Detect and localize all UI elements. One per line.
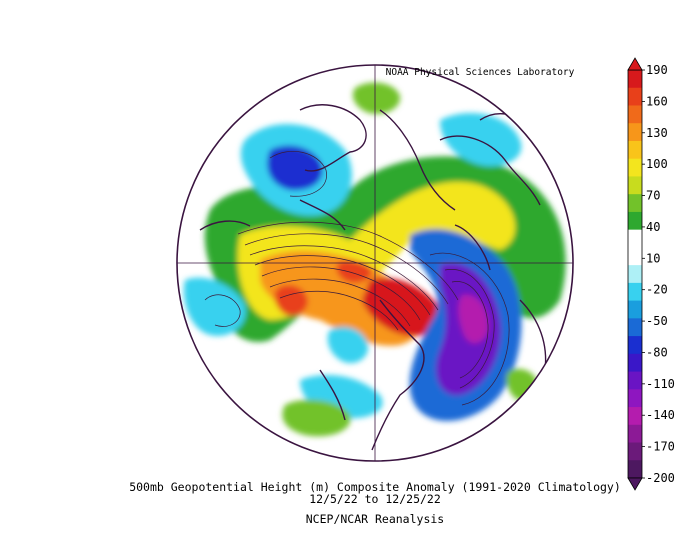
colorbar-segment [628,158,642,177]
anomaly-negative-upper-right [440,112,522,167]
colorbar-segment [628,70,642,89]
colorbar-tick-label: 10 [646,251,660,265]
colorbar-tick-label: -140 [646,408,675,422]
anomaly-fields [177,65,573,461]
height-contours [204,150,510,406]
colorbar-segment [628,194,642,213]
anomaly-negative-southcentral [327,326,369,364]
anomaly-negative-center [458,294,489,344]
date-range: 12/5/22 to 12/25/22 [309,492,441,506]
colorbar-arrow-top [627,57,643,71]
polar-map [176,64,574,462]
colorbar-segment [628,247,642,266]
anomaly-red-core-arctic [336,260,372,283]
colorbar-segment [628,229,642,248]
colorbar-tick-label: -200 [646,471,675,485]
coastlines [199,104,547,451]
colorbar-tick-label: 190 [646,63,668,77]
colorbar-segment [628,140,642,160]
colorbar-segment [628,87,642,106]
colorbar-segment [628,371,642,390]
colorbar-tick-label: -110 [646,377,675,391]
colorbar-segment [628,105,642,124]
colorbar-segment [628,442,642,461]
colorbar-segment [628,336,642,355]
colorbar-tick-label: 100 [646,157,668,171]
map-border [176,64,574,462]
colorbar-arrow-bottom [627,477,643,491]
credit-label: NOAA Physical Sciences Laboratory [386,67,575,78]
colorbar-segment [628,211,642,231]
colorbar-tick-label: -20 [646,283,668,297]
colorbar-tick-label: 160 [646,94,668,108]
colorbar-segment [628,460,642,479]
anomaly-negative-southwest [183,277,246,336]
colorbar-segment [628,300,642,319]
data-source: NCEP/NCAR Reanalysis [306,512,444,526]
colorbar-tick-label: 40 [646,220,660,234]
colorbar-segment [628,265,642,284]
colorbar-segment [628,407,642,426]
colorbar-segment [628,123,642,142]
anomaly-positive-top [352,82,401,115]
figure-title: 500mb Geopotential Height (m) Composite … [129,480,621,494]
anomaly-red-core [362,277,441,337]
anomaly-negative-asia-core [267,145,323,191]
anomaly-positive-bottom [282,399,351,437]
colorbar-tick-label: -80 [646,345,668,359]
colorbar: 190 160 130 100 70 40 10 -20 -50 -80 -110 -140 -170 -… [627,57,675,491]
colorbar-segment [628,424,642,444]
colorbar-segment [628,176,642,195]
colorbar-tick-label: -170 [646,440,675,454]
colorbar-segment [628,282,642,302]
colorbar-segment [628,389,642,408]
colorbar-segment [628,353,642,373]
colorbar-tick-label: 70 [646,189,660,203]
colorbar-tick-label: -50 [646,314,668,328]
colorbar-tick-label: 130 [646,126,668,140]
colorbar-segment [628,318,642,337]
